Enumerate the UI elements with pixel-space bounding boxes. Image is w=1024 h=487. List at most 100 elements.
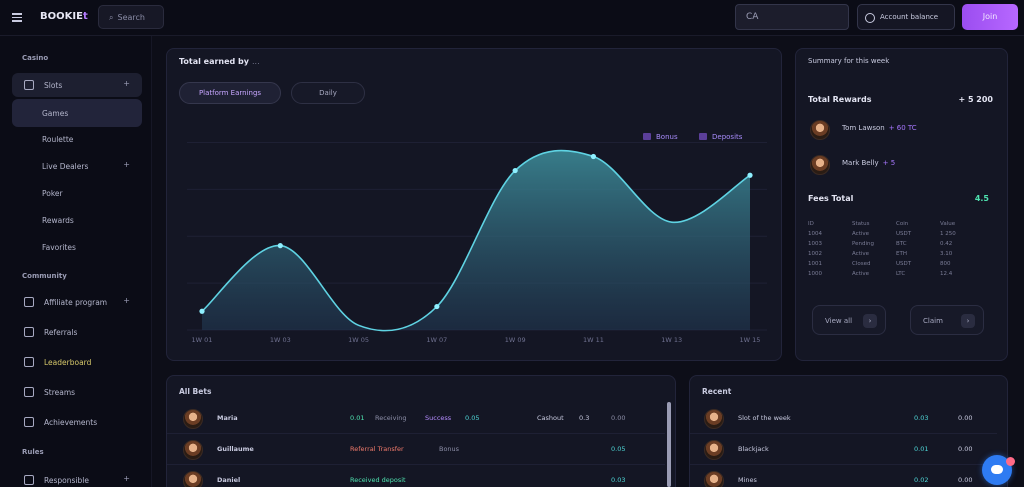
table-row[interactable]: Slot of the week 0.03 0.00 <box>690 404 997 434</box>
earnings-area-chart: 1W 01 1W 03 1W 05 1W 07 1W 09 1W 11 1W 13 1W 15 <box>187 141 767 344</box>
search-button[interactable]: ⌕ Search <box>98 5 164 29</box>
recent-value: 0.02 <box>914 476 929 484</box>
legend-swatch <box>699 133 707 140</box>
sidebar-item-referrals[interactable]: Referrals <box>12 320 142 344</box>
sidebar-item-responsible[interactable]: Responsible + <box>12 468 142 487</box>
bet-cell: Bonus <box>439 445 460 453</box>
streams-icon <box>24 387 34 397</box>
sidebar-item-rewards[interactable]: Rewards <box>12 208 142 232</box>
data-point[interactable] <box>512 167 518 174</box>
legend-item-bonus[interactable]: Bonus <box>643 133 678 141</box>
x-tick-label: 1W 05 <box>348 336 369 344</box>
legend-label: Deposits <box>712 133 743 141</box>
mini-cell: 1 250 <box>940 231 956 237</box>
sidebar-item-affiliate[interactable]: Affiliate program + <box>12 290 142 314</box>
sidebar-item-poker[interactable]: Poker <box>12 181 142 205</box>
summary-title: Summary for this week <box>808 57 890 65</box>
table-row[interactable]: Mines 0.02 0.00 <box>690 466 997 487</box>
sidebar-item-label: Responsible <box>44 476 89 485</box>
sidebar-item-leaderboard[interactable]: Leaderboard <box>12 350 142 374</box>
sidebar-item-roulette[interactable]: Roulette <box>12 127 142 151</box>
claim-button[interactable]: Claim › <box>910 305 984 335</box>
sidebar-item-label: Games <box>42 109 69 118</box>
user-row-2[interactable]: Mark Belly + 5 <box>842 159 895 167</box>
sidebar-item-label: Leaderboard <box>44 358 92 367</box>
expand-icon: + <box>123 296 130 305</box>
brand-name: BOOKIE <box>40 11 83 22</box>
x-tick-label: 1W 03 <box>270 336 291 344</box>
user-tag: + 60 TC <box>888 124 917 132</box>
mini-cell: 1003 <box>808 241 822 247</box>
user-name: Mark Belly <box>842 159 879 167</box>
mini-cell: ETH <box>896 251 907 257</box>
mini-cell: ID <box>808 221 814 227</box>
user-name: Tom Lawson <box>842 124 885 132</box>
data-point[interactable] <box>747 172 753 178</box>
account-label: Account balance <box>880 13 939 21</box>
recent-name: Mines <box>738 476 757 484</box>
avatar[interactable] <box>810 155 830 175</box>
sidebar-section-rules: Rules <box>22 448 44 456</box>
avatar <box>704 471 724 487</box>
x-tick-label: 1W 11 <box>583 336 604 344</box>
sidebar-item-streams[interactable]: Streams <box>12 380 142 404</box>
tab-daily[interactable]: Daily <box>291 82 365 104</box>
bet-user: Daniel <box>217 476 241 484</box>
x-tick-label: 1W 07 <box>426 336 447 344</box>
bet-cell: Success <box>425 414 452 422</box>
table-row[interactable]: Guillaume Referral Transfer Bonus 0.05 <box>167 435 665 465</box>
table-scrollbar[interactable] <box>667 402 671 487</box>
data-point[interactable] <box>590 153 597 160</box>
mini-cell: BTC <box>896 241 907 247</box>
area-line <box>201 149 751 332</box>
mini-cell: 3.10 <box>940 251 953 257</box>
chat-button[interactable] <box>982 455 1015 485</box>
fees-total-label: Fees Total <box>808 194 854 203</box>
mini-cell: Active <box>852 271 870 277</box>
sidebar-item-label: Live Dealers <box>42 162 89 171</box>
data-point[interactable] <box>434 303 440 310</box>
sidebar-item-achievements[interactable]: Achievements <box>12 410 142 434</box>
data-point[interactable] <box>199 308 205 314</box>
sidebar-item-live-dealers[interactable]: Live Dealers + <box>12 154 142 178</box>
table-row[interactable]: Maria 0.01 Receiving Success 0.05 Cashou… <box>167 404 665 434</box>
menu-icon[interactable] <box>12 13 22 22</box>
bet-cell: 0.3 <box>579 414 590 422</box>
top-bar: BOOKIEt ⌕ Search CA Account balance Join <box>0 0 1024 36</box>
user-tag: + 5 <box>882 159 896 167</box>
table-row[interactable]: Blackjack 0.01 0.00 <box>690 435 997 465</box>
user-row-1[interactable]: Tom Lawson + 60 TC <box>842 124 917 132</box>
bet-cell: 0.01 <box>350 414 365 422</box>
recent-name: Blackjack <box>738 445 769 453</box>
sidebar-section-community: Community <box>22 272 67 280</box>
avatar <box>183 440 203 460</box>
view-all-button[interactable]: View all › <box>812 305 886 335</box>
summary-card: Summary for this week Total Rewards + 5 … <box>795 48 1008 361</box>
sidebar-item-label: Roulette <box>42 135 74 144</box>
recent-name: Slot of the week <box>738 414 791 422</box>
account-button[interactable]: Account balance <box>857 4 955 30</box>
sidebar-item-label: Referrals <box>44 328 78 337</box>
table-row[interactable]: Daniel Received deposit 0.03 <box>167 466 665 487</box>
bet-cell: Received deposit <box>350 476 406 484</box>
join-button[interactable]: Join <box>962 4 1018 30</box>
legend-item-deposits[interactable]: Deposits <box>699 133 742 141</box>
total-rewards-value: + 5 200 <box>958 95 993 104</box>
sidebar-item-label: Rewards <box>42 216 74 225</box>
mini-cell: 1000 <box>808 271 822 277</box>
bet-cell: 0.03 <box>611 476 626 484</box>
mini-cell: 0.42 <box>940 241 953 247</box>
sidebar-item-label: Achievements <box>44 418 98 427</box>
table-row: 1000 Active LTC 12.4 <box>808 271 990 281</box>
join-label: Join <box>982 12 998 21</box>
currency-field[interactable]: CA <box>735 4 849 30</box>
sidebar-item-slots[interactable]: Slots + <box>12 73 142 97</box>
brand-logo[interactable]: BOOKIEt <box>40 11 88 22</box>
recent-value: 0.03 <box>914 414 929 422</box>
sidebar-item-games[interactable]: Games <box>12 99 142 127</box>
avatar[interactable] <box>810 120 830 140</box>
data-point[interactable] <box>277 243 283 249</box>
mini-cell: USDT <box>896 231 912 237</box>
tab-platform-earnings[interactable]: Platform Earnings <box>179 82 281 104</box>
sidebar-item-favorites[interactable]: Favorites <box>12 235 142 259</box>
